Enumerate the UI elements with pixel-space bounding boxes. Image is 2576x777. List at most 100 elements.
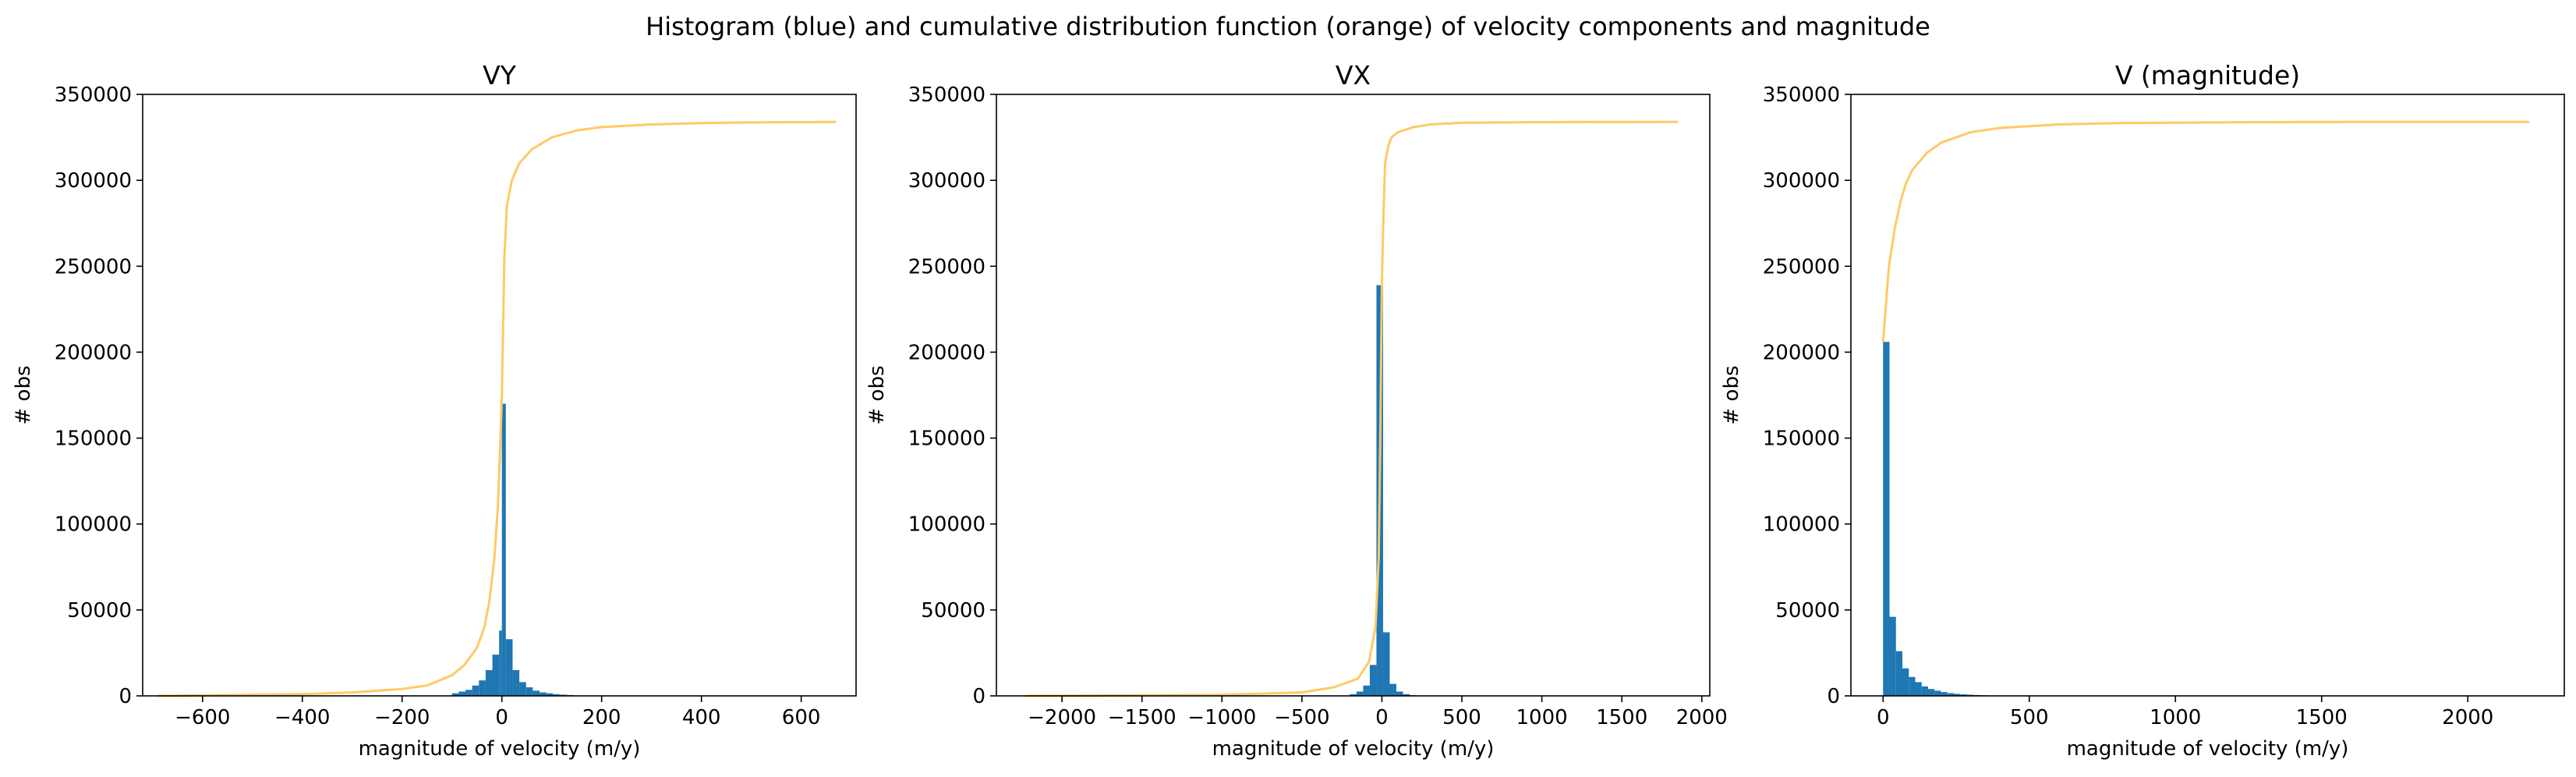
y-axis-label: # obs <box>12 365 35 424</box>
histogram-bar <box>1947 693 1954 696</box>
y-axis-ticks: 0 50000 100000 150000 200000 250000 300000 3500… <box>908 83 996 708</box>
x-tick-label: −1000 <box>1187 706 1256 729</box>
x-axis-ticks: −600 −400 −200 0 200 400 600 <box>175 696 820 729</box>
axes-frame <box>142 94 857 697</box>
histogram-bar <box>1369 665 1377 696</box>
x-tick-label: 0 <box>1375 706 1389 729</box>
y-tick-label: 300000 <box>55 169 132 193</box>
histogram-bar <box>1902 668 1909 696</box>
histogram-bar <box>540 692 547 696</box>
y-axis-label: # obs <box>865 365 889 424</box>
histogram-bar <box>1356 691 1364 696</box>
histogram-bar <box>1396 691 1403 696</box>
y-tick-label: 0 <box>1827 685 1840 708</box>
y-tick-label: 250000 <box>908 255 985 279</box>
x-tick-label: 0 <box>495 706 508 729</box>
y-tick-label: 250000 <box>55 255 132 279</box>
y-axis-ticks: 0 50000 100000 150000 200000 250000 300000 3500… <box>1763 83 1851 708</box>
histogram-bar <box>512 669 520 696</box>
histogram-bar <box>485 669 493 696</box>
cdf-line <box>1024 120 1678 697</box>
subplot-vx: −2000 −1500 −1000 −500 0 500 1000 1500 2000 0 500… <box>865 60 1728 761</box>
y-tick-label: 100000 <box>1763 513 1840 537</box>
histogram-bar <box>1960 694 1967 696</box>
y-tick-label: 50000 <box>1775 599 1840 623</box>
histogram-bar <box>458 691 465 696</box>
histogram-bar <box>1928 689 1935 696</box>
y-tick-label: 150000 <box>1763 428 1840 451</box>
y-tick-label: 300000 <box>1763 169 1840 193</box>
x-axis-ticks: −2000 −1500 −1000 −500 0 500 1000 1500 2000 <box>1028 696 1728 729</box>
y-tick-label: 300000 <box>908 169 985 193</box>
histogram-bar <box>1389 683 1396 696</box>
histogram-bar <box>472 685 479 696</box>
cdf-line <box>1881 120 2529 342</box>
y-tick-label: 150000 <box>908 428 985 451</box>
histogram-bar <box>525 687 533 696</box>
histogram-bar <box>505 639 513 696</box>
x-tick-label: 200 <box>582 706 621 729</box>
x-tick-label: 500 <box>2010 706 2049 729</box>
histogram-bars <box>451 403 574 696</box>
x-tick-label: 2000 <box>2442 706 2493 729</box>
histogram-bar <box>533 690 540 696</box>
x-tick-label: −200 <box>374 706 430 729</box>
y-tick-label: 350000 <box>1763 83 1840 107</box>
x-tick-label: 600 <box>782 706 821 729</box>
cdf-line <box>157 120 837 697</box>
histogram-bar <box>1921 686 1928 696</box>
x-tick-label: 400 <box>682 706 721 729</box>
histogram-bar <box>1889 616 1896 696</box>
axes-frame <box>1850 94 2565 697</box>
histogram-bar <box>1909 676 1916 696</box>
histogram-bar <box>1403 694 1410 696</box>
histogram-bar <box>451 693 459 696</box>
x-tick-label: 0 <box>1877 706 1890 729</box>
x-axis-label: magnitude of velocity (m/y) <box>2067 737 2349 761</box>
x-tick-label: −1500 <box>1108 706 1177 729</box>
histogram-bar <box>479 680 486 696</box>
y-tick-label: 150000 <box>55 428 132 451</box>
histogram-bar <box>546 693 554 696</box>
histogram-bar <box>553 694 560 696</box>
x-tick-label: 1500 <box>1596 706 1647 729</box>
y-tick-label: 350000 <box>55 83 132 107</box>
y-tick-label: 50000 <box>67 599 132 623</box>
axes-frame <box>996 94 1711 697</box>
histogram-bar <box>492 655 500 696</box>
histogram-bar <box>1915 682 1922 696</box>
x-tick-label: 1000 <box>2150 706 2201 729</box>
histogram-bar <box>465 690 472 696</box>
y-tick-label: 350000 <box>908 83 985 107</box>
subplot-title: VX <box>1336 60 1371 90</box>
y-axis-ticks: 0 50000 100000 150000 200000 250000 300000 3500… <box>55 83 143 708</box>
subplot-title: V (magnitude) <box>2115 60 2300 90</box>
x-tick-label: 1000 <box>1516 706 1567 729</box>
histogram-bar <box>519 682 526 696</box>
histogram-bar <box>499 630 502 696</box>
y-tick-label: 0 <box>972 685 985 708</box>
x-tick-label: 2000 <box>1676 706 1728 729</box>
histogram-bar <box>1954 694 1961 696</box>
x-tick-label: 500 <box>1442 706 1481 729</box>
histogram-bar <box>501 403 506 696</box>
figure-suptitle: Histogram (blue) and cumulative distribu… <box>646 12 1930 41</box>
x-tick-label: −400 <box>274 706 330 729</box>
histogram-bar <box>1363 685 1370 696</box>
y-tick-label: 100000 <box>908 513 985 537</box>
histogram-bar <box>1382 632 1390 696</box>
histogram-bar <box>1895 651 1902 696</box>
y-axis-label: # obs <box>1720 365 1743 424</box>
y-tick-label: 200000 <box>908 341 985 364</box>
x-axis-label: magnitude of velocity (m/y) <box>1212 737 1495 761</box>
y-tick-label: 100000 <box>55 513 132 537</box>
x-tick-label: −500 <box>1274 706 1329 729</box>
subplot-v-magnitude: 0 500 1000 1500 2000 0 50000 100000 150000 20000… <box>1720 60 2565 761</box>
x-tick-label: −600 <box>175 706 230 729</box>
histogram-bar <box>1350 694 1357 696</box>
histogram-bar <box>1934 690 1941 696</box>
x-tick-label: −2000 <box>1028 706 1096 729</box>
y-tick-label: 250000 <box>1763 255 1840 279</box>
y-tick-label: 200000 <box>55 341 132 364</box>
